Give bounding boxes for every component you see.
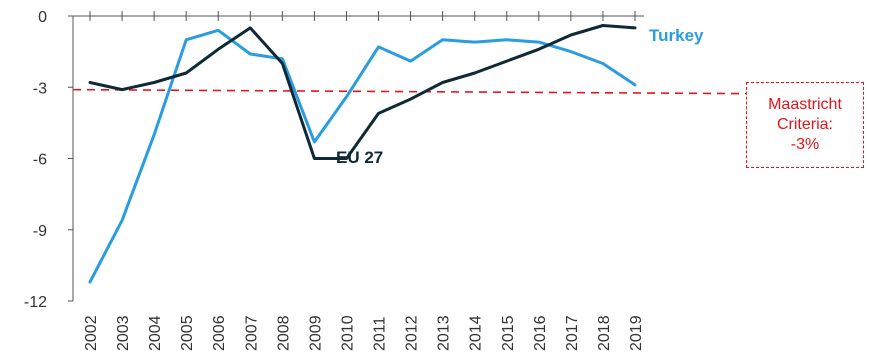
x-tick-label: 2016 <box>532 315 549 351</box>
x-tick-label: 2019 <box>628 315 645 351</box>
x-tick-label: 2018 <box>596 315 613 351</box>
x-tick-label: 2012 <box>404 315 421 351</box>
y-tick-label: -3 <box>33 80 47 97</box>
x-tick-label: 2014 <box>468 315 485 351</box>
x-tick-label: 2007 <box>243 315 260 351</box>
x-tick-label: 2017 <box>564 315 581 351</box>
annotation-line-1: Maastricht <box>768 96 842 113</box>
x-tick-label: 2002 <box>83 315 100 351</box>
x-tick-label: 2005 <box>179 315 196 351</box>
x-tick-label: 2011 <box>372 316 389 351</box>
annotation-line-2: Criteria: <box>776 116 833 133</box>
x-tick-label: 2006 <box>211 315 228 351</box>
annotation-line-3: -3% <box>790 136 820 153</box>
x-tick-label: 2015 <box>500 315 517 351</box>
x-tick-label: 2003 <box>115 315 132 351</box>
series-label-turkey: Turkey <box>649 26 704 45</box>
maastricht-annotation: Maastricht Criteria: -3% <box>746 82 864 168</box>
series-group <box>88 24 637 284</box>
y-tick-label: 0 <box>38 9 47 26</box>
x-tick-label: 2008 <box>275 315 292 351</box>
reference-line-group <box>72 88 747 95</box>
x-tick-label: 2013 <box>436 315 453 351</box>
x-tick-label: 2009 <box>307 315 324 351</box>
maastricht-reference-line <box>72 88 747 95</box>
series-label-eu-27: EU 27 <box>336 148 383 167</box>
x-tick-label: 2010 <box>339 315 356 351</box>
series-line-turkey <box>88 28 637 284</box>
y-tick-label: -9 <box>33 223 47 240</box>
y-tick-label: -6 <box>33 152 47 169</box>
x-tick-label: 2004 <box>147 315 164 351</box>
series-line-eu-27 <box>88 24 637 160</box>
x-axis: 2002 2003 2004 2005 2006 2007 2008 2009 2010 2011… <box>73 11 645 351</box>
y-tick-label: -12 <box>24 294 47 311</box>
series-labels: Turkey EU 27 <box>336 26 704 167</box>
y-axis: 0 -3 -6 -9 -12 <box>24 9 74 311</box>
